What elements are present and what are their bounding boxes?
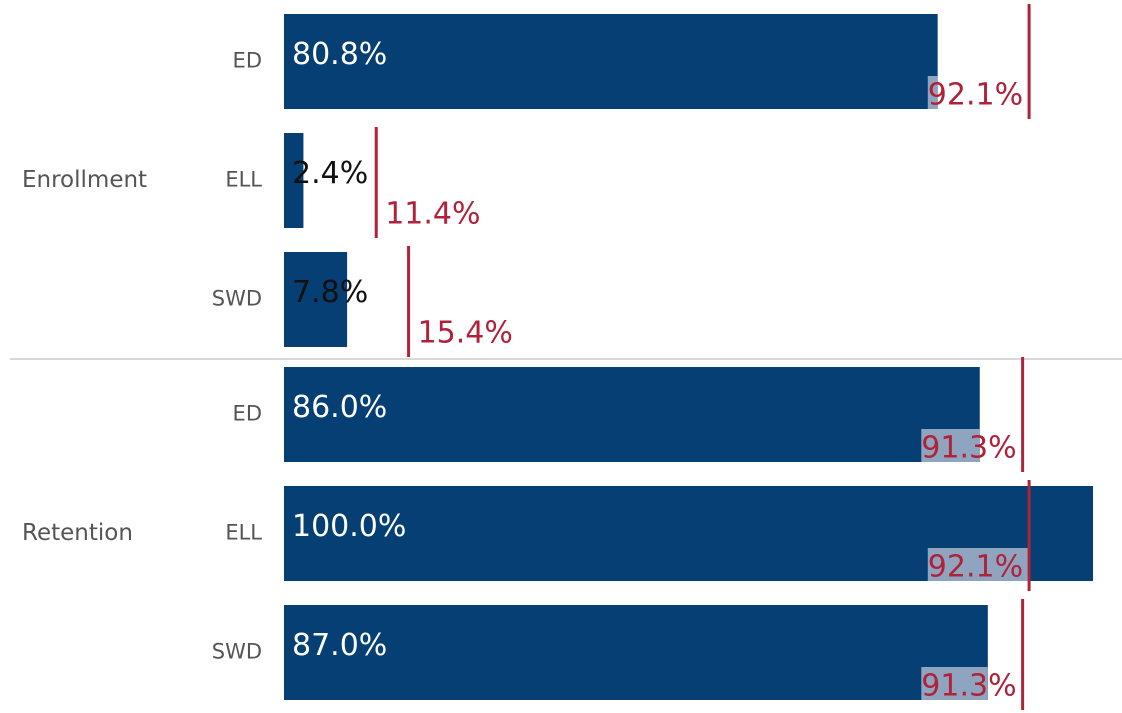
category-label: SWD bbox=[212, 287, 262, 311]
target-label: 11.4% bbox=[385, 197, 480, 232]
target-highlight bbox=[921, 667, 988, 700]
value-label: 2.4% bbox=[292, 156, 368, 191]
value-label: 7.8% bbox=[292, 275, 368, 310]
category-label: ED bbox=[233, 49, 262, 73]
value-label: 87.0% bbox=[292, 628, 387, 663]
value-label: 80.8% bbox=[292, 37, 387, 72]
category-label: SWD bbox=[212, 640, 262, 664]
group-label: Retention bbox=[22, 520, 133, 546]
category-label: ELL bbox=[225, 521, 262, 545]
target-highlight bbox=[921, 429, 980, 462]
target-label: 15.4% bbox=[418, 316, 513, 351]
bar bbox=[284, 14, 938, 109]
group-label: Enrollment bbox=[22, 167, 147, 193]
value-label: 100.0% bbox=[292, 509, 406, 544]
target-highlight bbox=[927, 76, 938, 109]
target-label: 91.3% bbox=[921, 431, 1016, 466]
category-label: ELL bbox=[225, 168, 262, 192]
bar bbox=[284, 367, 980, 462]
category-label: ED bbox=[233, 402, 262, 426]
target-label: 92.1% bbox=[928, 550, 1023, 585]
value-label: 86.0% bbox=[292, 390, 387, 425]
target-label: 92.1% bbox=[928, 78, 1023, 113]
target-highlight bbox=[927, 548, 1030, 581]
bar bbox=[284, 605, 988, 700]
target-label: 91.3% bbox=[921, 669, 1016, 704]
bar bbox=[284, 133, 304, 228]
bar bbox=[284, 252, 348, 347]
